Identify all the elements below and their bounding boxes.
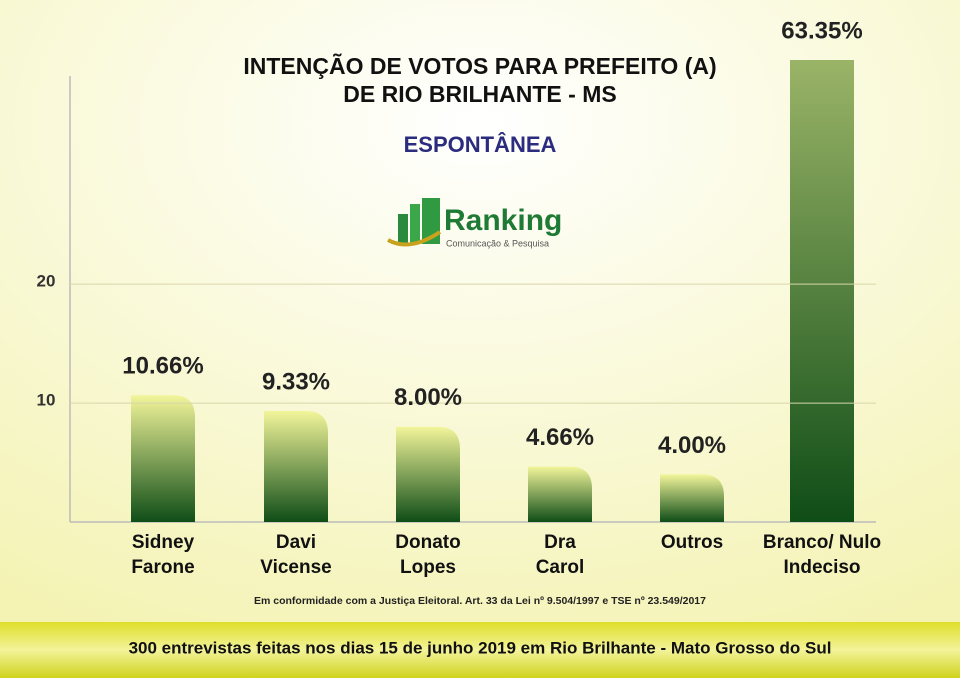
value-label: 4.00% [658, 432, 726, 459]
title-line: INTENÇÃO DE VOTOS PARA PREFEITO (A) [243, 52, 716, 79]
bar [528, 466, 592, 522]
bar [790, 60, 854, 522]
x-tick-label: Lopes [400, 557, 456, 578]
x-tick-label: Vicense [260, 557, 331, 578]
bar [660, 474, 724, 522]
x-tick-label: Davi [276, 532, 316, 553]
x-tick-label: Carol [536, 557, 585, 578]
x-tick-label: Farone [131, 557, 194, 578]
value-label: 8.00% [394, 384, 462, 411]
footer-band [0, 622, 960, 678]
x-tick-label: Dra [544, 532, 576, 553]
y-tick-label: 20 [37, 272, 56, 291]
logo-name: Ranking [444, 204, 562, 237]
x-tick-label: Outros [661, 532, 723, 553]
subtitle: ESPONTÂNEA [404, 132, 557, 157]
x-tick-label: Indeciso [783, 557, 860, 578]
bar [131, 395, 195, 522]
title-line: DE RIO BRILHANTE - MS [343, 81, 616, 107]
x-tick-label: Sidney [132, 532, 195, 553]
footer: 300 entrevistas feitas nos dias 15 de ju… [129, 638, 832, 657]
value-label: 10.66% [122, 353, 203, 380]
x-tick-label: Donato [395, 532, 460, 553]
value-label: 63.35% [781, 17, 862, 44]
y-tick-label: 10 [37, 391, 56, 410]
logo: Ranking Comunicação & Pesquisa [387, 198, 562, 248]
note: Em conformidade com a Justiça Eleitoral.… [254, 595, 706, 607]
x-tick-label: Branco/ Nulo [763, 532, 881, 553]
bar [396, 426, 460, 522]
value-label: 9.33% [262, 368, 330, 395]
logo-tagline: Comunicação & Pesquisa [446, 238, 549, 248]
plot [131, 60, 854, 522]
bar [264, 411, 328, 522]
value-label: 4.66% [526, 424, 594, 451]
